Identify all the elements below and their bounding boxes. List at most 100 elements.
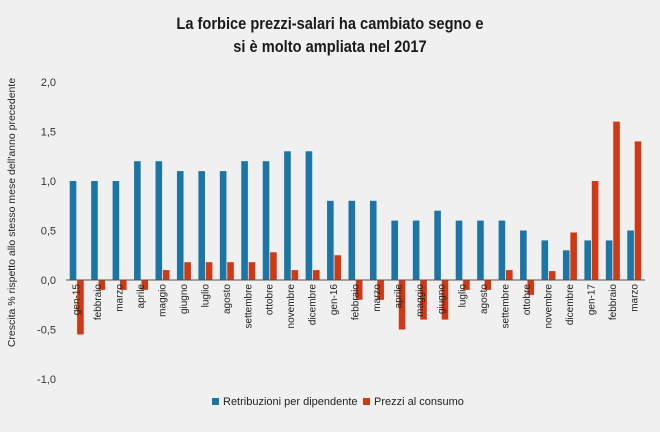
x-tick-label: giugno xyxy=(179,284,190,314)
bar-retribuzioni xyxy=(176,171,184,280)
bar-prezzi xyxy=(98,280,106,290)
bar-prezzi xyxy=(355,280,363,300)
x-tick-label: novembre xyxy=(286,284,297,329)
bar-retribuzioni xyxy=(520,230,527,280)
bar-retribuzioni xyxy=(434,210,441,280)
bar-prezzi xyxy=(570,232,577,280)
bar-prezzi xyxy=(484,280,492,290)
x-tick-label: febbraio xyxy=(608,284,619,321)
bar-retribuzioni xyxy=(284,151,291,280)
bars xyxy=(69,121,642,335)
x-tick-label: marzo xyxy=(115,284,126,312)
bar-retribuzioni xyxy=(69,181,77,280)
x-tick-label: ottobre xyxy=(265,284,276,316)
bar-prezzi xyxy=(184,262,191,280)
legend-swatch-retribuzioni xyxy=(212,398,219,405)
bar-prezzi xyxy=(313,270,320,280)
x-axis-ticks: gen-15 febbraio marzo aprile maggio giugno lug… xyxy=(72,284,641,329)
y-axis-label-group: Crescita % rispetto allo stesso mese del… xyxy=(6,78,18,347)
bar-retribuzioni xyxy=(305,151,313,280)
x-tick-label: marzo xyxy=(629,284,640,312)
bar-retribuzioni xyxy=(198,171,205,280)
x-tick-label: agosto xyxy=(479,284,490,314)
x-tick-label: marzo xyxy=(372,284,383,312)
y-tick-label: 0,5 xyxy=(41,226,56,238)
bar-prezzi xyxy=(227,262,234,280)
bar-retribuzioni xyxy=(412,220,420,280)
bar-prezzi xyxy=(120,280,127,290)
bar-retribuzioni xyxy=(455,220,463,280)
y-tick-label: -1,0 xyxy=(37,374,56,386)
bar-prezzi xyxy=(591,181,599,280)
bar-retribuzioni xyxy=(327,200,334,280)
bar-retribuzioni xyxy=(498,220,506,280)
bar-prezzi xyxy=(270,252,277,280)
x-tick-label: febbraio xyxy=(351,284,362,321)
bar-retribuzioni xyxy=(134,161,141,280)
x-tick-label: maggio xyxy=(415,284,426,317)
bar-prezzi xyxy=(527,280,535,295)
bar-retribuzioni xyxy=(241,161,248,280)
bar-prezzi xyxy=(291,270,299,280)
bar-retribuzioni xyxy=(262,161,270,280)
bar-prezzi xyxy=(634,141,642,280)
bar-prezzi xyxy=(398,280,406,330)
bar-retribuzioni xyxy=(219,171,227,280)
bar-retribuzioni xyxy=(477,220,484,280)
bar-prezzi xyxy=(441,280,449,320)
bar-retribuzioni xyxy=(348,200,356,280)
y-tick-label: 1,0 xyxy=(41,176,56,188)
x-tick-label: luglio xyxy=(200,284,211,308)
bar-prezzi xyxy=(77,280,84,335)
bar-prezzi xyxy=(463,280,470,290)
bar-prezzi xyxy=(377,280,384,300)
x-tick-label: dicembre xyxy=(308,284,319,326)
bar-retribuzioni xyxy=(562,250,570,280)
x-tick-label: aprile xyxy=(136,284,147,309)
bar-prezzi xyxy=(334,255,342,280)
y-tick-label: -0,5 xyxy=(37,325,56,337)
title-line-1: La forbice prezzi-salari ha cambiato seg… xyxy=(176,14,484,33)
bar-retribuzioni xyxy=(112,181,120,280)
y-tick-label: 0,0 xyxy=(41,275,56,287)
bar-retribuzioni xyxy=(91,181,98,280)
x-tick-label: settembre xyxy=(243,284,254,329)
bar-prezzi xyxy=(506,270,513,280)
legend-label-prezzi: Prezzi al consumo xyxy=(374,396,464,408)
bar-retribuzioni xyxy=(369,200,377,280)
legend: Retribuzioni per dipendente Prezzi al co… xyxy=(212,396,464,408)
x-tick-label: giugno xyxy=(436,284,447,314)
x-tick-label: gen-17 xyxy=(586,284,597,316)
chart-title: La forbice prezzi-salari ha cambiato seg… xyxy=(46,12,614,58)
bar-prezzi xyxy=(248,262,256,280)
x-tick-label: gen-15 xyxy=(72,284,83,316)
x-tick-label: ottobre xyxy=(522,284,533,316)
x-tick-label: luglio xyxy=(458,284,469,308)
x-tick-label: agosto xyxy=(222,284,233,314)
x-tick-label: gen-16 xyxy=(329,284,340,316)
bar-prezzi xyxy=(548,271,556,280)
bar-retribuzioni xyxy=(627,230,634,280)
x-tick-label: dicembre xyxy=(565,284,576,326)
bar-prezzi xyxy=(420,280,427,320)
bar-retribuzioni xyxy=(155,161,163,280)
bar-retribuzioni xyxy=(391,220,398,280)
y-tick-label: 1,5 xyxy=(41,127,56,139)
title-line-2: si è molto ampliata nel 2017 xyxy=(233,37,427,56)
bar-prezzi xyxy=(162,270,170,280)
x-tick-label: settembre xyxy=(501,284,512,329)
x-tick-label: maggio xyxy=(158,284,169,317)
x-tick-label: aprile xyxy=(393,284,404,309)
x-tick-label: febbraio xyxy=(93,284,104,321)
legend-swatch-prezzi xyxy=(363,398,370,405)
bar-prezzi xyxy=(613,121,620,280)
bar-prezzi xyxy=(141,280,149,290)
bar-retribuzioni xyxy=(541,240,549,280)
legend-label-retribuzioni: Retribuzioni per dipendente xyxy=(223,396,358,408)
bar-retribuzioni xyxy=(584,240,591,280)
y-tick-label: 2,0 xyxy=(41,77,56,89)
x-tick-label: novembre xyxy=(544,284,555,329)
bar-retribuzioni xyxy=(605,240,613,280)
y-axis-label: Crescita % rispetto allo stesso mese del… xyxy=(6,78,18,347)
